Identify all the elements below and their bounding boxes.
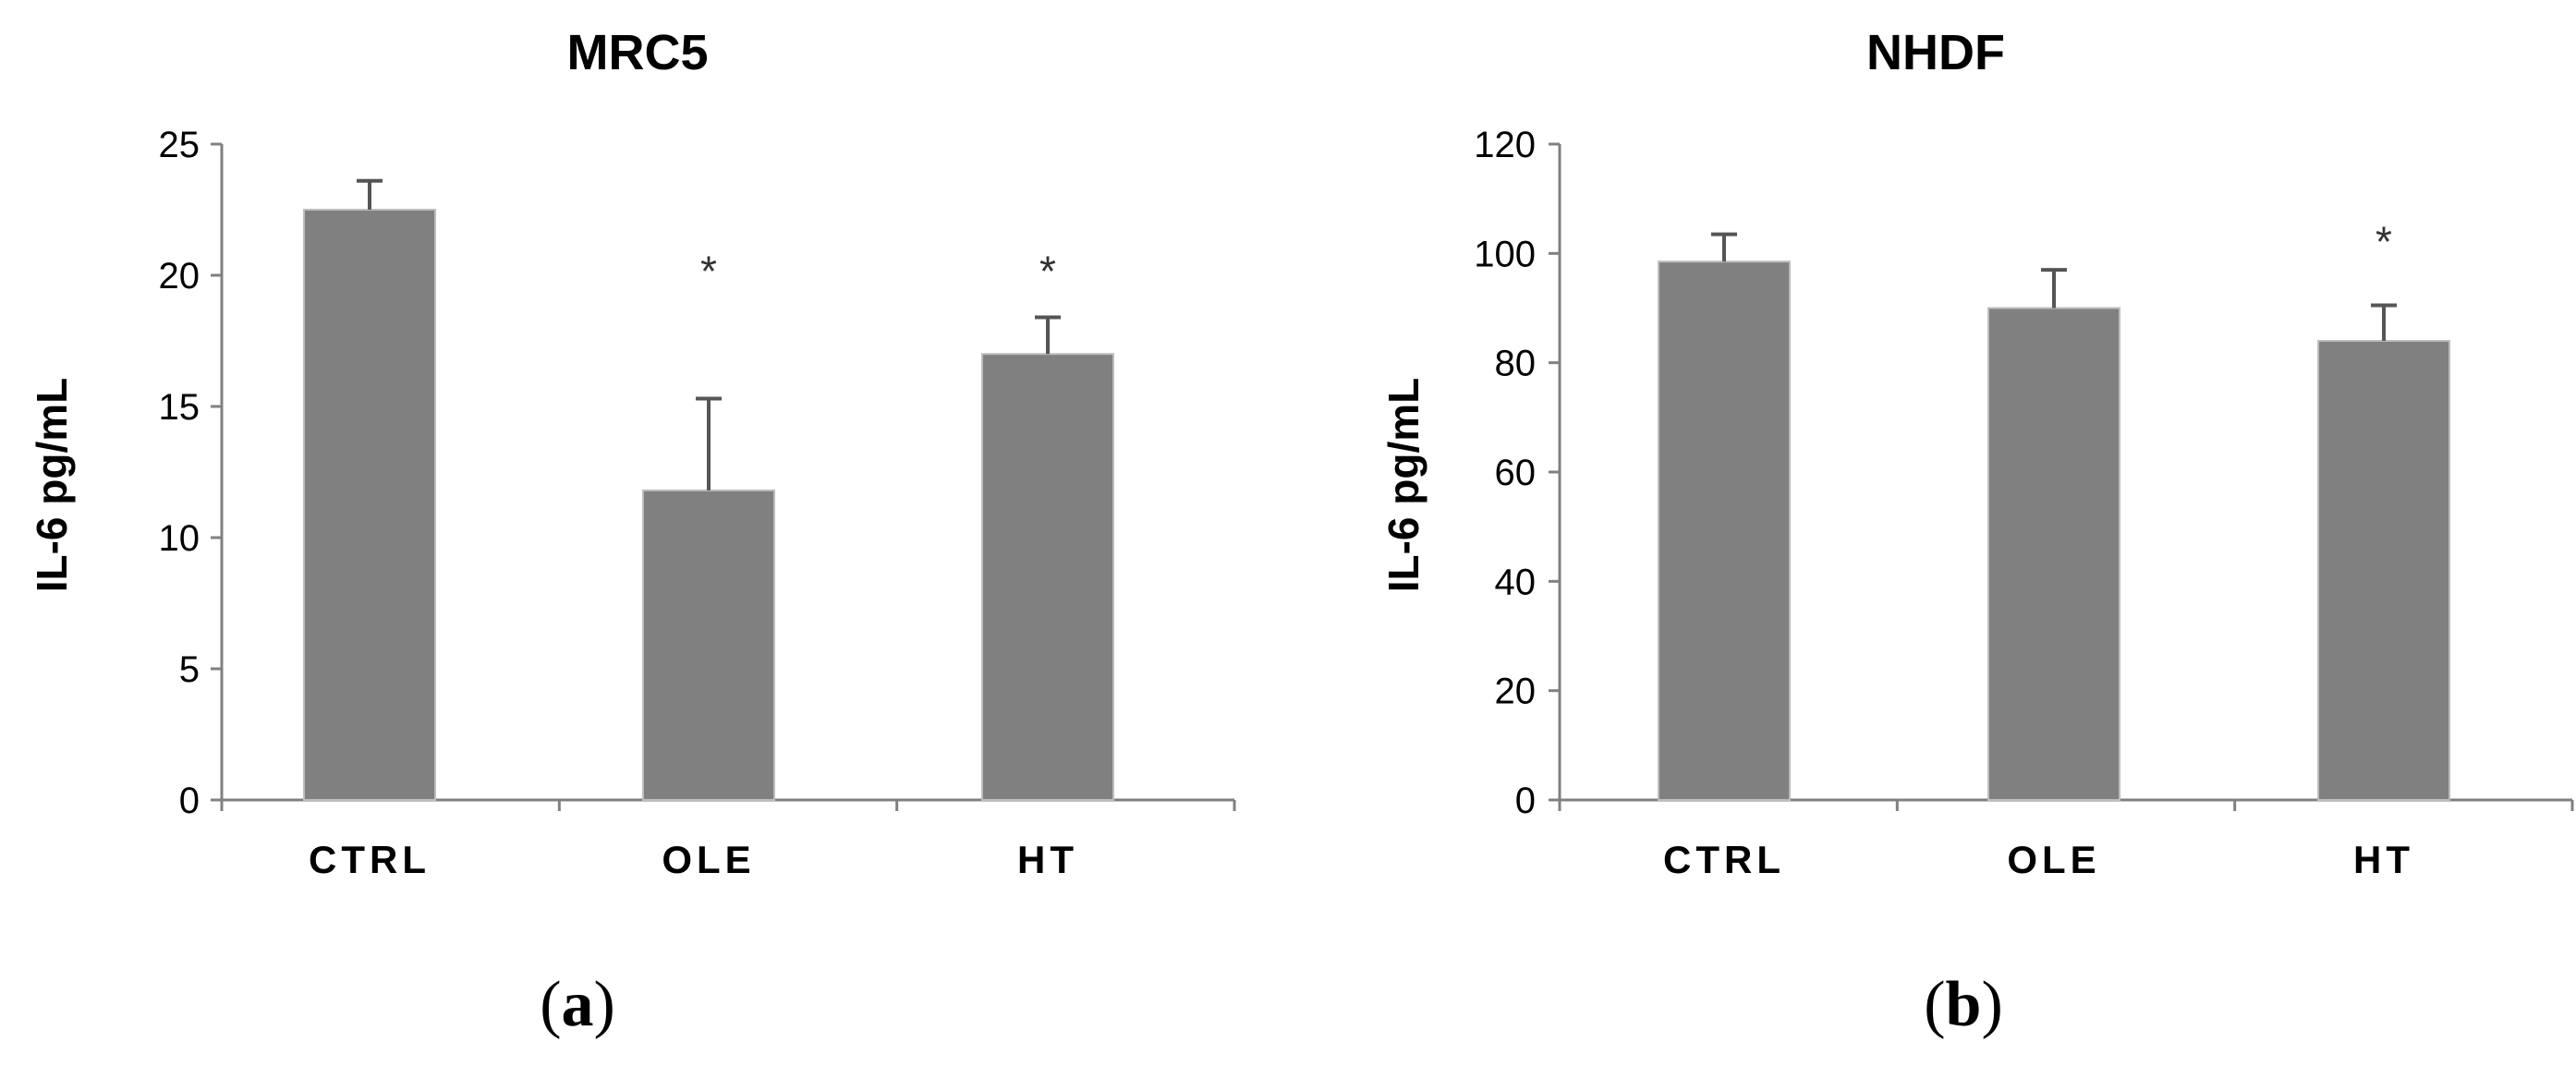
y-axis-label: IL-6 pg/mL: [28, 378, 76, 593]
x-tick-label: OLE: [2007, 838, 2100, 881]
y-tick-label: 10: [159, 518, 200, 559]
chart-b: NHDF IL-6 pg/mL 0 20 40 60 80 100 120 CTRL OLE HT * (…: [1379, 25, 2574, 1040]
y-tick-label: 25: [159, 125, 200, 165]
y-tick-label: 5: [179, 649, 200, 690]
bar-ht: [2317, 340, 2450, 801]
panel-label-close: ): [1981, 969, 2002, 1040]
significance-marker: *: [1039, 247, 1056, 295]
y-tick-label: 40: [1495, 562, 1537, 602]
panel-label-letter: b: [1946, 969, 1982, 1040]
y-tick-label: 100: [1474, 234, 1536, 274]
panel-label-open: (: [1924, 969, 1945, 1040]
y-tick-label: 0: [179, 781, 200, 821]
y-tick-label: 60: [1495, 453, 1537, 493]
bar-ole: [1987, 307, 2120, 801]
panel-label-close: ): [594, 969, 615, 1040]
y-axis-label: IL-6 pg/mL: [1379, 378, 1428, 593]
chart-a: MRC5 IL-6 pg/mL 0 5 10 15 20 25 CTRL OLE * HT * (a): [28, 25, 1236, 1040]
y-tick-label: 20: [1495, 672, 1537, 712]
y-tick-label: 80: [1495, 344, 1537, 384]
bar-ole: [642, 489, 775, 801]
y-tick-label: 0: [1515, 781, 1536, 821]
chart-title: NHDF: [1866, 25, 2005, 80]
y-tick-label: 20: [159, 256, 200, 297]
panel-label: (a): [540, 969, 615, 1040]
x-tick-label: CTRL: [309, 838, 431, 881]
panel-label: (b): [1924, 969, 2003, 1040]
chart-title: MRC5: [566, 25, 708, 80]
bar-ctrl: [303, 209, 436, 801]
panel-label-open: (: [540, 969, 561, 1040]
bar-ctrl: [1658, 260, 1791, 802]
x-tick-label: OLE: [662, 838, 755, 881]
significance-marker: *: [2376, 217, 2392, 265]
bar-ht: [981, 353, 1114, 801]
x-tick-label: HT: [1017, 838, 1078, 881]
panel-label-letter: a: [562, 969, 594, 1040]
x-tick-label: HT: [2353, 838, 2414, 881]
y-tick-label: 15: [159, 387, 200, 428]
x-tick-label: CTRL: [1663, 838, 1785, 881]
y-tick-label: 120: [1474, 125, 1536, 165]
significance-marker: *: [700, 247, 717, 295]
